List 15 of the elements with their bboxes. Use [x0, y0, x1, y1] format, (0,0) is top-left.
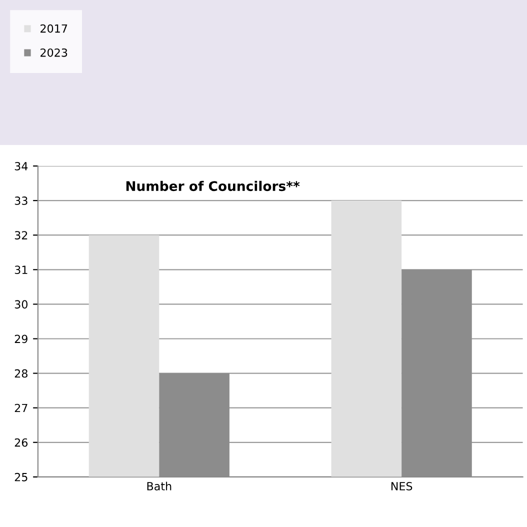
legend-label: 2023: [40, 48, 68, 57]
y-tick-label: 28: [14, 369, 28, 378]
y-tick-label: 33: [14, 196, 28, 205]
y-tick-label: 31: [14, 266, 28, 274]
y-tick-label: 29: [14, 334, 28, 344]
y-tick-label: 34: [14, 162, 28, 170]
text: Number of Councilors**: [126, 180, 300, 192]
y-tick-label: 32: [14, 231, 28, 240]
x-tick-label: Bath: [147, 482, 172, 490]
legend-label: 2017: [40, 24, 68, 33]
y-tick-label: 26: [14, 438, 28, 447]
x-tick-label: NES: [391, 482, 412, 490]
y-tick-label: 27: [14, 404, 28, 412]
y-tick-label: 25: [14, 472, 28, 482]
y-tick-label: 30: [14, 300, 28, 309]
